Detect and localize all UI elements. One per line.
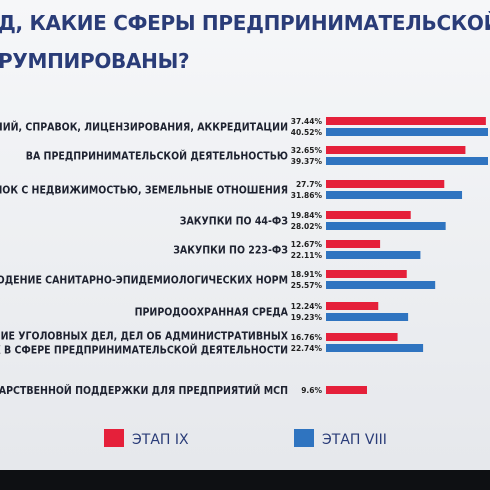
video-bottom-bar	[0, 470, 490, 490]
value-label: 37.44%	[291, 117, 323, 126]
value-label: 32.65%	[291, 146, 323, 155]
bar-etap-viii	[326, 281, 436, 289]
category-label: ГОСУДАРСТВЕННОЙ ПОДДЕРЖКИ ДЛЯ ПРЕДПРИЯТИ…	[0, 384, 288, 397]
title-line-2: РУМПИРОВАНЫ?	[0, 49, 190, 73]
category-label: ЗАКУПКИ ПО 223-ФЗ	[173, 245, 288, 257]
value-label: 31.86%	[291, 191, 323, 200]
legend-swatch	[294, 429, 314, 447]
bar-etap-ix	[326, 302, 379, 310]
category-label: ЕНИЯХ В СФЕРЕ ПРЕДПРИНИМАТЕЛЬСКОЙ ДЕЯТЕЛ…	[0, 344, 288, 357]
bar-etap-viii	[326, 313, 409, 321]
slide: Д, КАКИЕ СФЕРЫ ПРЕДПРИНИМАТЕЛЬСКОЙ ДЕЯТЕ…	[0, 0, 490, 470]
title-line-1: Д, КАКИЕ СФЕРЫ ПРЕДПРИНИМАТЕЛЬСКОЙ ДЕЯТЕ…	[0, 11, 490, 35]
bar-etap-ix	[326, 146, 466, 154]
bar-etap-ix	[326, 270, 407, 278]
value-label: 22.74%	[291, 344, 323, 353]
value-label: 12.67%	[291, 240, 323, 249]
value-label: 19.84%	[291, 211, 323, 220]
legend-swatch	[104, 429, 124, 447]
value-label: 27.7%	[296, 180, 323, 189]
bar-etap-viii	[326, 251, 421, 259]
value-label: 12.24%	[291, 302, 323, 311]
value-label: 16.76%	[291, 333, 323, 342]
value-label: 19.23%	[291, 313, 323, 322]
category-label: ЗАКУПКИ ПО 44-ФЗ	[180, 216, 289, 228]
bar-etap-viii	[326, 128, 488, 136]
bar-etap-ix	[326, 240, 381, 248]
category-label: ОВАНИЕ УГОЛОВНЫХ ДЕЛ, ДЕЛ ОБ АДМИНИСТРАТ…	[0, 331, 289, 343]
bar-etap-viii	[326, 191, 463, 199]
value-label: 18.91%	[291, 270, 323, 279]
category-label: ПРИРОДООХРАННАЯ СРЕДА	[135, 307, 289, 319]
bar-etap-ix	[326, 117, 486, 125]
bar-etap-ix	[326, 386, 367, 394]
category-label: ЯЯ СДЕЛОК С НЕДВИЖИМОСТЬЮ, ЗЕМЕЛЬНЫЕ ОТН…	[0, 185, 288, 197]
value-label: 25.57%	[291, 281, 323, 290]
legend-label: ЭТАП IX	[132, 432, 189, 448]
category-label: СОБЛЮДЕНИЕ САНИТАРНО-ЭПИДЕМИОЛОГИЧЕСКИХ …	[0, 275, 288, 287]
bar-chart: РЕШЕНИЙ, СПРАВОК, ЛИЦЕНЗИРОВАНИЯ, АККРЕД…	[0, 117, 488, 448]
legend-label: ЭТАП VIII	[322, 432, 387, 448]
bar-etap-viii	[326, 344, 424, 352]
category-label: РЕШЕНИЙ, СПРАВОК, ЛИЦЕНЗИРОВАНИЯ, АККРЕД…	[0, 121, 288, 134]
bar-etap-ix	[326, 180, 445, 188]
bar-etap-viii	[326, 222, 446, 230]
value-label: 9.6%	[301, 386, 322, 395]
value-label: 22.11%	[291, 251, 323, 260]
value-label: 40.52%	[291, 128, 323, 137]
bar-etap-ix	[326, 211, 411, 219]
bar-etap-ix	[326, 333, 398, 341]
bar-etap-viii	[326, 157, 488, 165]
value-label: 28.02%	[291, 222, 323, 231]
value-label: 39.37%	[291, 157, 323, 166]
category-label: ВА ПРЕДПРИНИМАТЕЛЬСКОЙ ДЕЯТЕЛЬНОСТЬЮ	[26, 150, 288, 163]
